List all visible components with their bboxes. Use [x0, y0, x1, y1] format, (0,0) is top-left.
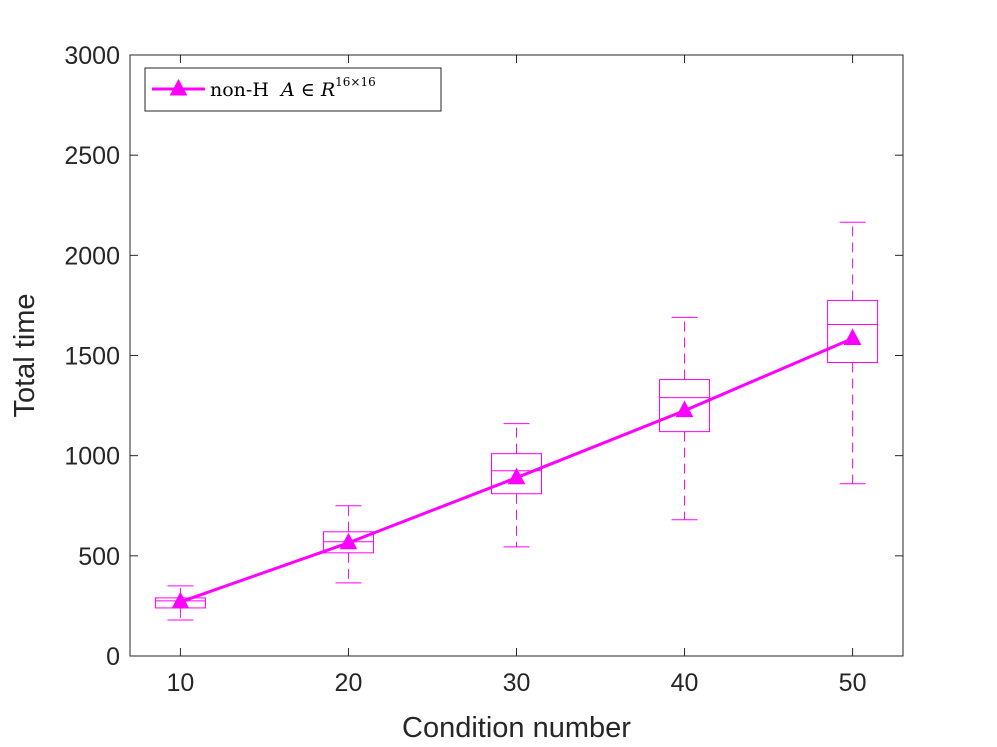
data-point: [339, 532, 358, 550]
legend-marker: [169, 78, 188, 96]
x-tick-label: 40: [671, 669, 699, 697]
y-tick-label: 1500: [64, 343, 120, 371]
data-point: [675, 400, 694, 418]
legend: non-H A ∈ R16×16: [144, 67, 442, 112]
axis-ticks: 0 500 1000 1500 2000 2500 3000 10 20 30 40 50: [64, 42, 903, 697]
y-tick-label: 3000: [64, 42, 120, 70]
data-point: [171, 591, 190, 609]
boxplot: [322, 505, 374, 584]
data-point: [843, 328, 862, 345]
plot-area: [154, 221, 879, 621]
y-tick-label: 0: [106, 643, 120, 671]
y-tick-label: 2000: [64, 242, 120, 270]
data-point: [507, 467, 526, 485]
boxplot: [659, 316, 711, 521]
y-tick-label: 1000: [64, 443, 120, 471]
x-tick-label: 20: [335, 669, 363, 697]
legend-label: non-H A ∈ R16×16: [210, 75, 376, 101]
x-tick-label: 10: [167, 669, 195, 697]
x-tick-label: 50: [839, 669, 867, 697]
x-axis-label: Condition number: [402, 712, 631, 744]
x-tick-label: 30: [503, 669, 531, 697]
y-tick-label: 500: [78, 543, 120, 571]
y-axis-label: Total time: [9, 293, 41, 417]
boxplot: [827, 221, 879, 485]
y-tick-label: 2500: [64, 142, 120, 170]
